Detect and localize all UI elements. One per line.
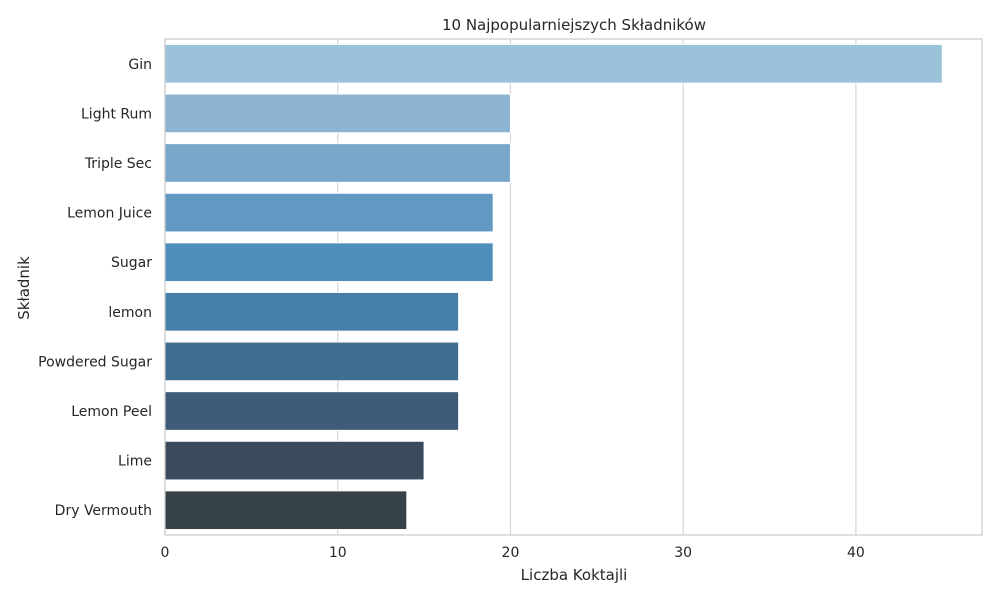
x-tick-label: 40	[847, 545, 865, 561]
bar	[164, 341, 460, 382]
bar	[164, 43, 943, 84]
y-tick-label: Dry Vermouth	[55, 503, 152, 519]
y-tick-label: Sugar	[111, 255, 152, 271]
plot-area-frame	[164, 38, 983, 536]
x-tick-label: 30	[674, 545, 692, 561]
y-tick-label: lemon	[108, 305, 152, 321]
bar	[164, 391, 460, 431]
y-tick-label: Lemon Juice	[67, 206, 152, 222]
bar	[164, 490, 408, 531]
bar	[164, 440, 425, 481]
y-tick-label: Light Rum	[81, 106, 152, 122]
bar	[164, 291, 460, 332]
x-tick-labels: 0 10 20 30 40	[161, 545, 865, 561]
y-tick-label: Triple Sec	[84, 156, 152, 172]
y-tick-label: Lemon Peel	[71, 404, 152, 420]
y-tick-label: Lime	[118, 454, 152, 470]
bars	[164, 43, 943, 531]
y-tick-labels: Gin Light Rum Triple Sec Lemon Juice Sugar le…	[38, 57, 152, 519]
chart-title: 10 Najpopularniejszych Składników	[442, 16, 706, 34]
bar	[164, 143, 511, 183]
x-tick-label: 10	[329, 545, 347, 561]
x-tick-label: 20	[502, 545, 520, 561]
bar	[164, 93, 511, 134]
y-tick-label: Gin	[128, 57, 152, 73]
y-tick-label: Powdered Sugar	[38, 354, 152, 370]
x-axis-title: Liczba Koktajli	[521, 566, 628, 584]
y-axis-title: Składnik	[15, 256, 33, 320]
bar	[164, 192, 494, 233]
bar	[164, 242, 494, 283]
x-tick-label: 0	[161, 545, 170, 561]
